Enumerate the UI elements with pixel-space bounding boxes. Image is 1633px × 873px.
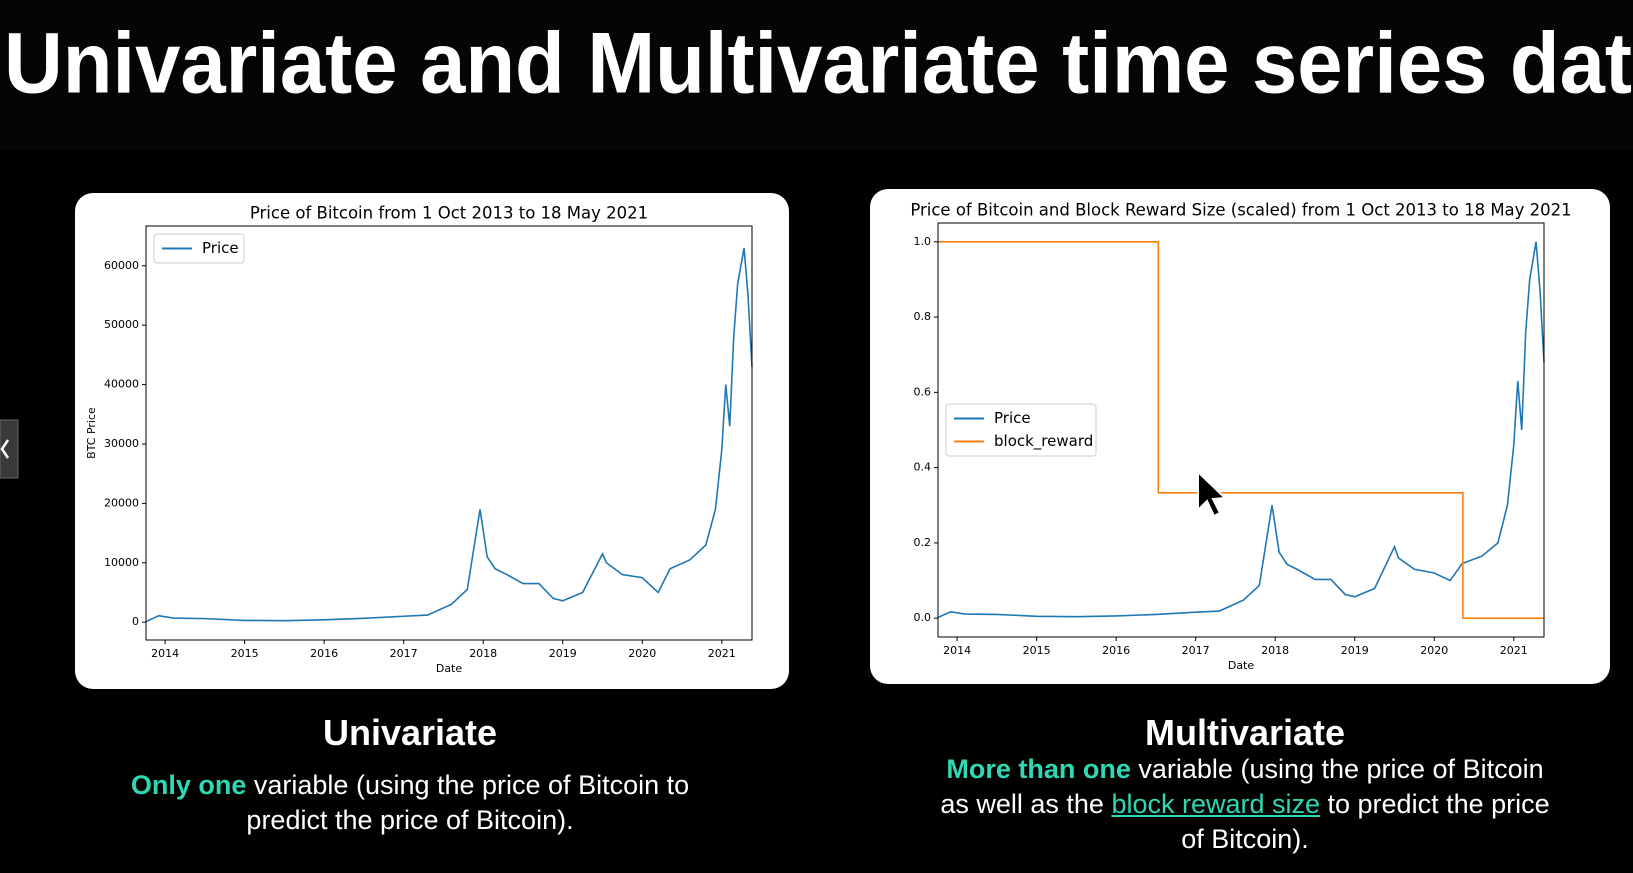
mouse-cursor <box>1197 469 1228 518</box>
x-tick-label: 2018 <box>1261 644 1289 657</box>
legend-label: block_reward <box>994 432 1093 451</box>
x-tick-label: 2021 <box>1500 644 1528 657</box>
prev-icon <box>0 439 10 459</box>
legend-box <box>153 233 245 264</box>
y-tick-label: 1.0 <box>914 235 932 248</box>
slide-title: Univariate and Multivariate time series … <box>4 16 1632 112</box>
y-tick-label: 60000 <box>104 259 139 272</box>
link[interactable]: block reward size <box>1111 789 1321 819</box>
y-tick-label: 0 <box>132 615 139 628</box>
y-tick-label: 20000 <box>104 496 139 509</box>
highlight: More than one <box>946 754 1131 784</box>
x-tick-label: 2016 <box>1102 644 1130 657</box>
y-tick-label: 10000 <box>104 556 139 569</box>
data-line <box>145 247 753 623</box>
x-tick-label: 2014 <box>943 644 971 657</box>
caption-text: More than one variable (using the price … <box>935 752 1555 857</box>
x-tick-label: 2015 <box>1023 644 1051 657</box>
caption-text: Only one variable (using the price of Bi… <box>120 768 700 838</box>
x-tick-label: 2017 <box>1182 644 1210 657</box>
plot-frame <box>937 222 1545 638</box>
chart-panel <box>75 193 789 689</box>
highlight: Only one <box>130 770 247 800</box>
data-line <box>937 241 1545 619</box>
y-tick-label: 0.4 <box>914 461 932 474</box>
y-tick-label: 0.0 <box>914 611 932 624</box>
chart-panel <box>870 189 1610 684</box>
x-tick-label: 2020 <box>628 647 656 660</box>
caption: Multivariate More than one variable (usi… <box>935 712 1555 857</box>
legend-label: Price <box>202 239 239 257</box>
caption: Univariate Only one variable (using the … <box>120 712 700 838</box>
x-tick-label: 2021 <box>708 647 736 660</box>
x-tick-label: 2019 <box>1341 644 1369 657</box>
text: to predict the price of Bitcoin). <box>1181 789 1550 854</box>
y-tick-label: 0.2 <box>914 536 932 549</box>
y-axis-label: BTC Price <box>85 407 98 459</box>
y-tick-label: 0.6 <box>914 385 932 398</box>
y-tick-label: 50000 <box>104 318 139 331</box>
prev-button[interactable] <box>0 419 19 479</box>
x-tick-label: 2017 <box>390 647 418 660</box>
chart-title: Price of Bitcoin and Block Reward Size (… <box>910 201 1571 220</box>
title-bar <box>0 0 1633 150</box>
legend-box <box>945 403 1097 457</box>
plot-frame <box>145 225 753 641</box>
y-tick-label: 0.8 <box>914 310 932 323</box>
x-tick-label: 2018 <box>469 647 497 660</box>
legend-label: Price <box>994 409 1031 427</box>
x-axis-label: Date <box>1228 659 1255 672</box>
x-axis-label: Date <box>436 662 463 675</box>
x-tick-label: 2016 <box>310 647 338 660</box>
y-tick-label: 40000 <box>104 378 139 391</box>
x-tick-label: 2019 <box>549 647 577 660</box>
chart-title: Price of Bitcoin from 1 Oct 2013 to 18 M… <box>250 204 648 223</box>
y-tick-label: 30000 <box>104 437 139 450</box>
text: variable (using the price of Bitcoin to … <box>246 770 690 835</box>
data-line <box>938 241 1544 619</box>
x-tick-label: 2014 <box>151 647 179 660</box>
caption-heading: Univariate <box>322 712 498 753</box>
x-tick-label: 2015 <box>231 647 259 660</box>
caption-heading: Multivariate <box>1144 712 1346 753</box>
text: variable (using the price of Bitcoin as … <box>940 754 1544 819</box>
x-tick-label: 2020 <box>1420 644 1448 657</box>
